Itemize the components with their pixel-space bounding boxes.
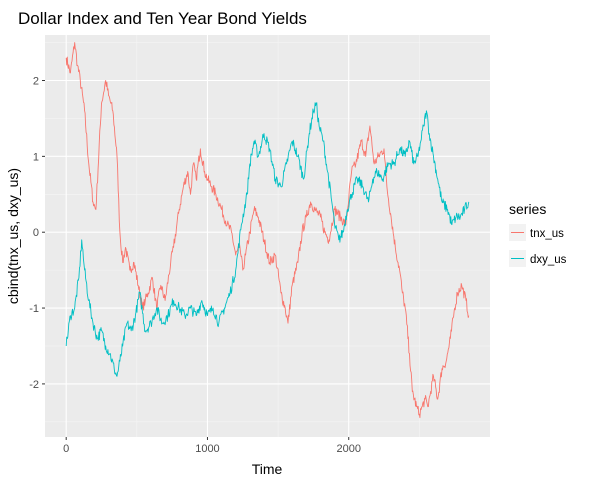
y-tick-label: -1 [29, 303, 39, 315]
legend-label-tnx: tnx_us [530, 228, 564, 240]
chart-title: Dollar Index and Ten Year Bond Yields [18, 9, 307, 28]
y-axis-title: cbind(tnx_us, dxy_us) [5, 168, 21, 304]
y-tick-label: 1 [33, 151, 39, 163]
x-tick-label: 0 [63, 443, 69, 455]
series-line-tnx_us [65, 42, 470, 419]
series-lines [65, 42, 470, 419]
y-axis-ticks: -2 -1 0 1 2 [29, 76, 45, 391]
legend: series tnx_us dxy_us [509, 201, 567, 267]
legend-title: series [509, 201, 546, 217]
plot-panel [45, 35, 490, 437]
y-tick-label: 2 [33, 76, 39, 88]
minor-gridlines [45, 35, 490, 437]
x-tick-label: 1000 [195, 443, 219, 455]
legend-label-dxy: dxy_us [530, 254, 567, 266]
x-tick-label: 2000 [336, 443, 360, 455]
y-tick-label: -2 [29, 379, 39, 391]
y-tick-label: 0 [33, 227, 39, 239]
series-line-dxy_us [65, 102, 470, 377]
x-axis-title: Time [252, 461, 283, 477]
major-gridlines [45, 35, 490, 437]
x-axis-ticks: 0 1000 2000 [63, 437, 361, 455]
